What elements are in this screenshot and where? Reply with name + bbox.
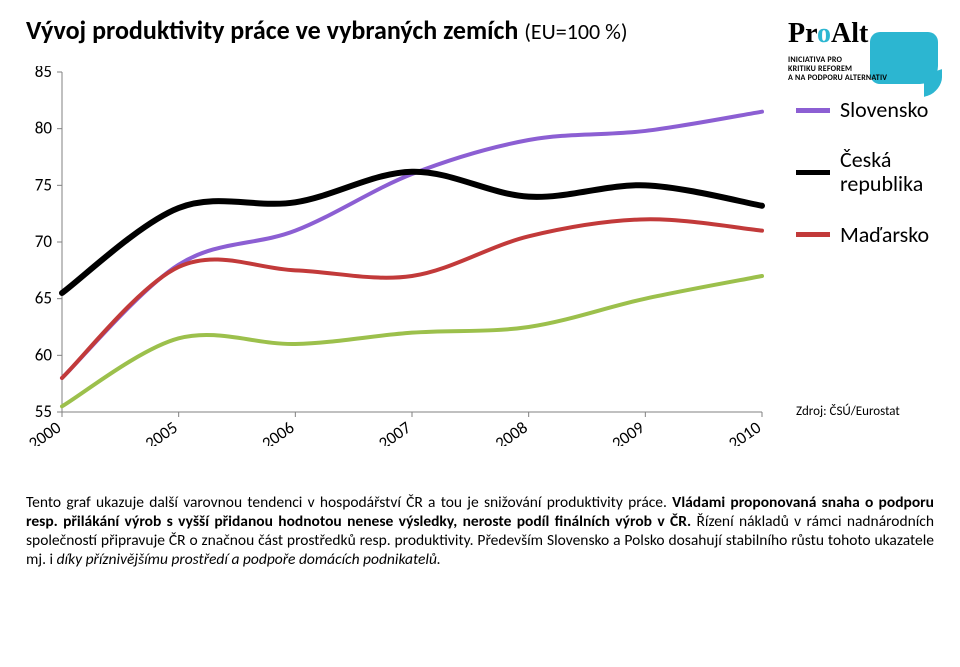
svg-text:2009: 2009 <box>608 417 649 446</box>
legend-swatch <box>796 170 830 175</box>
chart-source: Zdroj: ČSÚ/Eurostat <box>796 404 900 419</box>
para-text-1: Tento graf ukazuje další varovnou tenden… <box>26 493 672 512</box>
description-paragraph: Tento graf ukazuje další varovnou tenden… <box>26 494 934 570</box>
para-text-italic: díky příznivějšímu prostředí a podpoře d… <box>57 550 441 569</box>
legend-label: Slovensko <box>840 98 928 122</box>
svg-text:70: 70 <box>35 231 53 252</box>
svg-text:80: 80 <box>35 118 53 139</box>
page-title-main: Vývoj produktivity práce ve vybraných ze… <box>26 14 524 46</box>
svg-text:2005: 2005 <box>141 417 181 446</box>
chart-svg: 5560657075808520002005200620072008200920… <box>26 66 776 446</box>
logo-tagline-3: A NA PODPORU ALTERNATIV <box>788 73 887 83</box>
chart-legend: Slovensko Česká republika Maďarsko <box>796 98 946 273</box>
svg-text:60: 60 <box>35 344 53 365</box>
logo-wordmark: ProAlt <box>788 18 868 50</box>
svg-text:2006: 2006 <box>258 417 299 446</box>
legend-label: Maďarsko <box>840 223 929 247</box>
page-title-sub: (EU=100 %) <box>524 18 627 45</box>
legend-item: Česká republika <box>796 148 946 196</box>
logo-word-o: o <box>817 18 831 49</box>
svg-text:85: 85 <box>35 66 52 82</box>
logo-tagline: INICIATIVA PRO KRITIKU REFOREM A NA PODP… <box>788 56 887 82</box>
legend-label: Česká republika <box>840 148 946 196</box>
svg-text:2000: 2000 <box>26 417 65 446</box>
legend-swatch <box>796 108 830 113</box>
legend-item: Maďarsko <box>796 223 946 247</box>
page-title: Vývoj produktivity práce ve vybraných ze… <box>26 14 628 46</box>
logo-word-prefix: Pr <box>788 18 817 49</box>
svg-text:75: 75 <box>35 174 52 195</box>
legend-swatch <box>796 232 830 237</box>
proalt-logo: ProAlt INICIATIVA PRO KRITIKU REFOREM A … <box>788 8 938 92</box>
svg-text:2008: 2008 <box>491 417 531 446</box>
svg-text:2007: 2007 <box>375 417 416 446</box>
svg-text:65: 65 <box>35 288 52 309</box>
productivity-chart: 5560657075808520002005200620072008200920… <box>26 66 776 446</box>
svg-text:2010: 2010 <box>725 417 766 446</box>
legend-item: Slovensko <box>796 98 946 122</box>
logo-word-suffix: Alt <box>831 18 868 49</box>
